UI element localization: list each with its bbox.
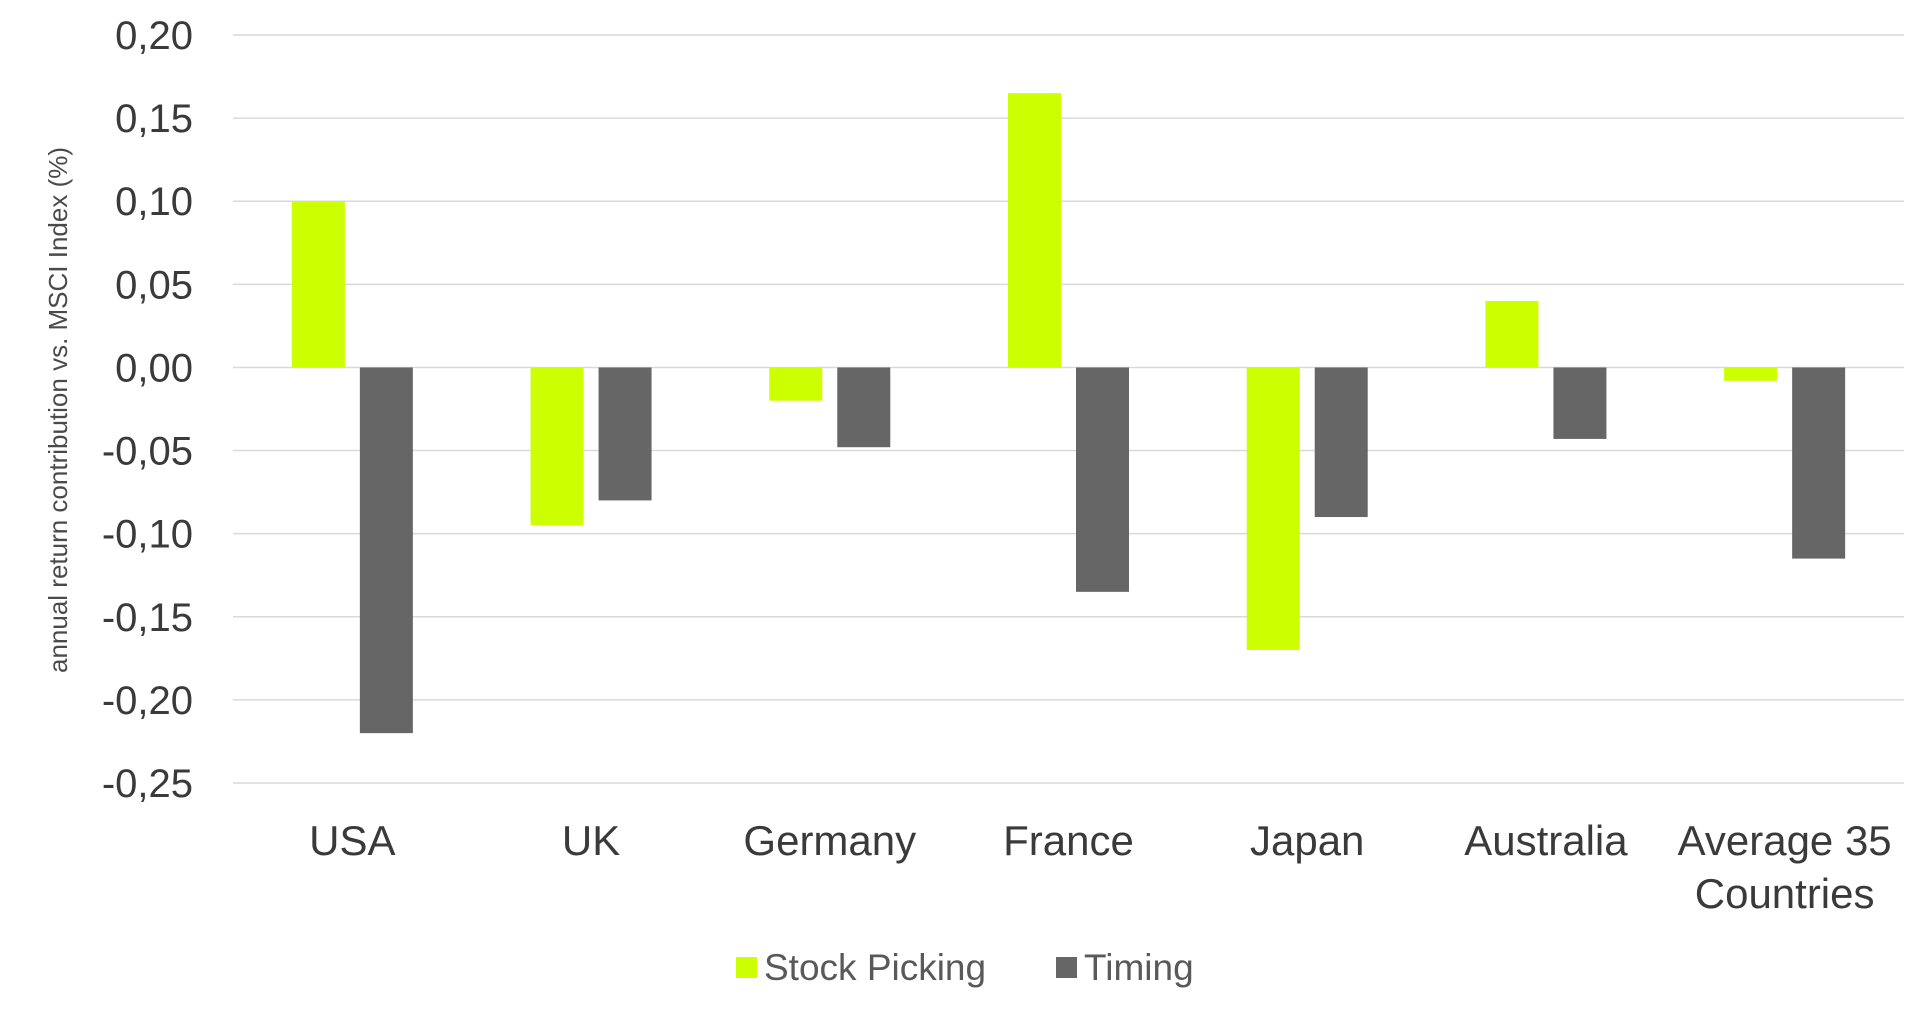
y-tick-label: -0,20	[102, 679, 193, 723]
bar-stock-picking-uk	[530, 367, 584, 526]
bar-stock-picking-average-35-countries	[1724, 367, 1778, 381]
legend-label-stock-picking: Stock Picking	[764, 947, 986, 988]
y-axis-tick-labels: 0,20 0,15 0,10 0,05 0,00 -0,05 -0,10 -0,15 -0,20…	[102, 14, 193, 806]
x-tick-label: USA	[309, 817, 395, 864]
x-tick-label: Japan	[1250, 817, 1364, 864]
x-tick-label: Australia	[1464, 817, 1628, 864]
x-tick-label: France	[1003, 817, 1134, 864]
bars	[291, 93, 1846, 734]
legend-swatch-stock-picking	[736, 957, 757, 978]
y-tick-label: 0,10	[115, 180, 193, 224]
bar-timing-france	[1076, 367, 1129, 592]
legend-label-timing: Timing	[1084, 947, 1194, 988]
bar-stock-picking-france	[1008, 93, 1061, 368]
y-tick-label: 0,05	[115, 263, 193, 307]
y-tick-label: -0,25	[102, 762, 193, 806]
x-axis-category-labels: USA UK Germany France Japan Australia Average …	[309, 817, 1891, 917]
x-tick-label: Average 35 Countries	[1678, 817, 1892, 917]
bar-stock-picking-germany	[769, 367, 823, 401]
y-tick-label: 0,15	[115, 97, 193, 141]
x-tick-label: Germany	[743, 817, 916, 864]
bar-stock-picking-japan	[1246, 367, 1300, 651]
bar-timing-japan	[1314, 367, 1368, 518]
bar-timing-uk	[598, 367, 652, 501]
gridlines	[233, 34, 1904, 784]
bar-timing-germany	[837, 367, 891, 448]
y-tick-label: 0,20	[115, 14, 193, 58]
bar-stock-picking-australia	[1485, 300, 1539, 368]
legend-swatch-timing	[1056, 957, 1077, 978]
bar-timing-usa	[359, 367, 413, 734]
y-tick-label: -0,15	[102, 596, 193, 640]
y-tick-label: 0,00	[115, 346, 193, 390]
y-tick-label: -0,10	[102, 513, 193, 557]
legend: Stock Picking Timing	[736, 947, 1194, 988]
bar-stock-picking-usa	[291, 201, 345, 368]
y-axis-title: annual return contribution vs. MSCI Inde…	[43, 147, 73, 673]
bar-timing-australia	[1553, 367, 1607, 439]
bar-timing-average-35-countries	[1792, 367, 1846, 559]
x-tick-label: UK	[562, 817, 620, 864]
y-tick-label: -0,05	[102, 430, 193, 474]
